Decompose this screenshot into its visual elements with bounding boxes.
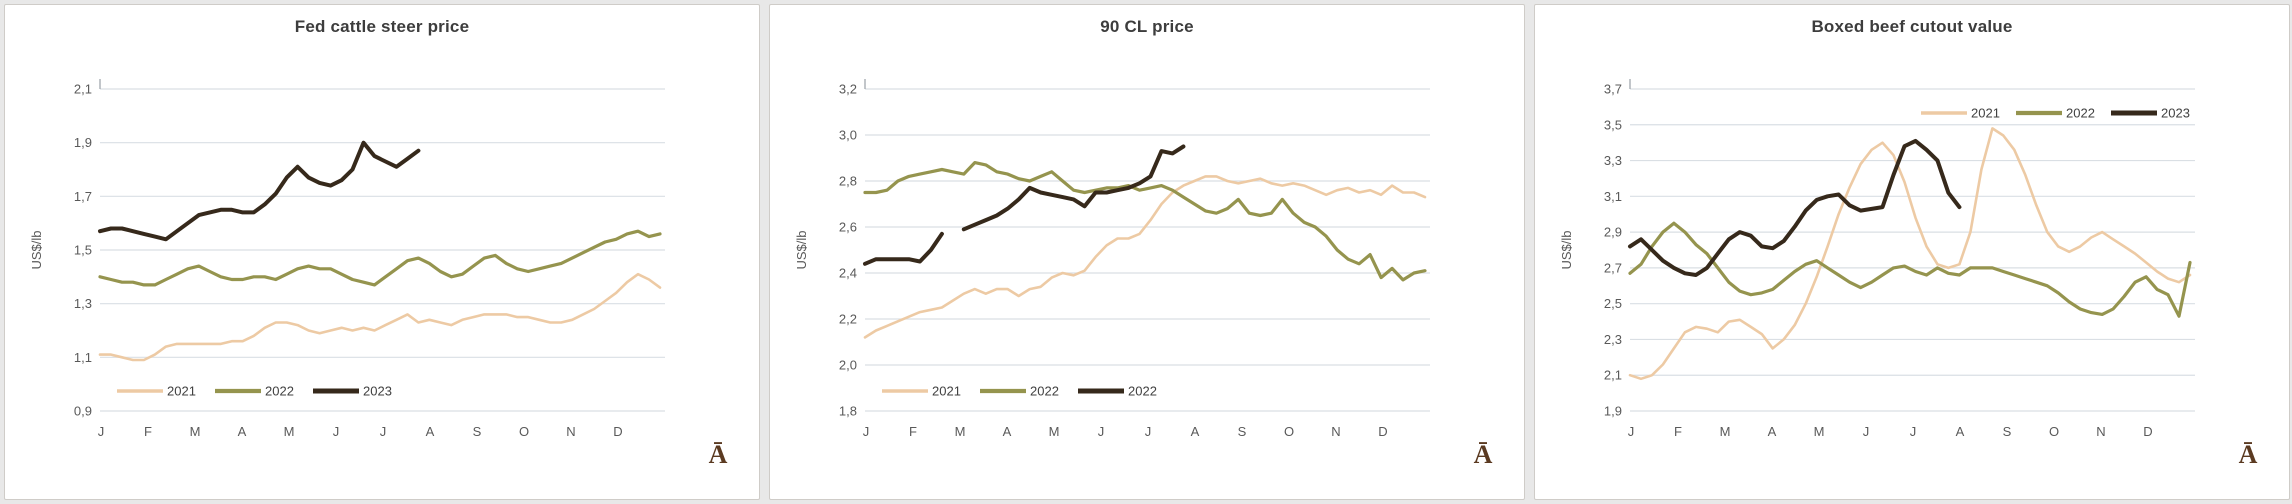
y-tick-label: 2,2 [839, 312, 857, 327]
chart-title: 90 CL price [1100, 17, 1194, 36]
x-month-label: J [1910, 424, 1917, 439]
x-month-label: J [98, 424, 105, 439]
x-month-label: M [955, 424, 966, 439]
x-month-label: J [1863, 424, 1870, 439]
y-tick-label: 2,5 [1604, 296, 1622, 311]
x-month-label: J [380, 424, 387, 439]
series-line-2021 [1628, 127, 2192, 381]
y-tick-label: 0,9 [74, 404, 92, 419]
y-tick-label: 3,3 [1604, 153, 1622, 168]
x-month-label: A [238, 424, 247, 439]
y-tick-label: 3,2 [839, 82, 857, 97]
chart-title: Fed cattle steer price [294, 17, 470, 36]
y-tick-label: 1,3 [74, 296, 92, 311]
series-line-2021 [863, 175, 1427, 339]
y-tick-label: 2,1 [1604, 368, 1622, 383]
y-tick-label: 2,3 [1604, 332, 1622, 347]
x-month-label: D [1378, 424, 1387, 439]
x-month-label: J [1145, 424, 1152, 439]
y-axis-title: US$/lb [29, 230, 44, 269]
x-month-label: J [863, 424, 870, 439]
chart-canvas: 3,7 3,5 3,3 3,1 2,9 2,7 2,5 2,3 2,1 1,9 US$/lb J F M A… [1559, 79, 2258, 469]
x-month-label: M [1814, 424, 1825, 439]
x-month-label: M [1049, 424, 1060, 439]
y-tick-label: 3,1 [1604, 189, 1622, 204]
x-month-label: S [473, 424, 482, 439]
series-line-2021 [98, 272, 662, 362]
y-tick-label: 1,1 [74, 350, 92, 365]
legend-label: 2022 [1030, 384, 1059, 399]
y-tick-label: 2,0 [839, 358, 857, 373]
x-month-label: J [333, 424, 340, 439]
legend-label: 2023 [2161, 106, 2190, 121]
y-tick-label: 2,1 [74, 82, 92, 97]
series-line-2022 [98, 229, 662, 287]
series-line-2022 [863, 161, 1427, 282]
legend-label: 2023 [363, 384, 392, 399]
series-line-2023 [98, 140, 421, 242]
y-tick-label: 1,9 [74, 135, 92, 150]
y-tick-label: 2,4 [839, 266, 857, 281]
legend-label: 2021 [1971, 106, 2000, 121]
legend-label: 2022 [1128, 384, 1157, 399]
y-tick-label: 2,9 [1604, 225, 1622, 240]
x-month-label: J [1628, 424, 1635, 439]
x-month-label: S [1238, 424, 1247, 439]
y-tick-label: 3,5 [1604, 117, 1622, 132]
x-month-label: A [1191, 424, 1200, 439]
legend-label: 2022 [2066, 106, 2095, 121]
chart-panel-90-cl-price: 3,2 3,0 2,8 2,6 2,4 2,2 2,0 1,8 US$/lb J F M A M J J A S O… [769, 4, 1525, 500]
y-axis-title: US$/lb [794, 230, 809, 269]
y-tick-label: 1,8 [839, 404, 857, 419]
x-month-label: M [284, 424, 295, 439]
legend-label: 2021 [932, 384, 961, 399]
series-line-2023 [961, 144, 1186, 232]
chart-title: Boxed beef cutout value [1811, 17, 2013, 36]
y-tick-label: 2,7 [1604, 260, 1622, 275]
y-tick-label: 2,8 [839, 174, 857, 189]
corner-glyph: Ā [2239, 440, 2258, 469]
x-month-label: O [2049, 424, 2059, 439]
x-month-label: M [1720, 424, 1731, 439]
x-month-label: F [1674, 424, 1682, 439]
x-month-label: O [519, 424, 529, 439]
x-month-label: A [1003, 424, 1012, 439]
y-axis-title: US$/lb [1559, 230, 1574, 269]
corner-glyph: Ā [709, 440, 728, 469]
series-line-2023 [1628, 138, 1962, 277]
y-tick-label: 3,0 [839, 128, 857, 143]
x-month-label: D [613, 424, 622, 439]
legend-label: 2021 [167, 384, 196, 399]
chart-canvas: 3,2 3,0 2,8 2,6 2,4 2,2 2,0 1,8 US$/lb J F M A M J J A S O… [794, 79, 1493, 469]
chart-panel-fed-cattle-steer-price: 2,1 1,9 1,7 1,5 1,3 1,1 0,9 US$/lb J F M A M J J A S O N D 2… [4, 4, 760, 500]
x-month-label: A [1956, 424, 1965, 439]
x-month-label: F [909, 424, 917, 439]
x-month-label: F [144, 424, 152, 439]
x-month-label: O [1284, 424, 1294, 439]
x-month-label: A [1768, 424, 1777, 439]
y-tick-label: 1,5 [74, 243, 92, 258]
series-line-2023 [863, 231, 944, 266]
y-tick-label: 2,6 [839, 220, 857, 235]
x-month-label: M [190, 424, 201, 439]
chart-canvas: 2,1 1,9 1,7 1,5 1,3 1,1 0,9 US$/lb J F M A M J J A S O N D 2… [29, 79, 728, 469]
y-tick-label: 1,9 [1604, 404, 1622, 419]
x-month-label: S [2003, 424, 2012, 439]
x-month-label: N [1331, 424, 1340, 439]
chart-panel-boxed-beef-cutout-value: 3,7 3,5 3,3 3,1 2,9 2,7 2,5 2,3 2,1 1,9 US$/lb J F M A… [1534, 4, 2290, 500]
x-month-label: J [1098, 424, 1105, 439]
x-month-label: N [2096, 424, 2105, 439]
y-tick-label: 1,7 [74, 189, 92, 204]
corner-glyph: Ā [1474, 440, 1493, 469]
y-tick-label: 3,7 [1604, 82, 1622, 97]
x-month-label: A [426, 424, 435, 439]
series-line-2022 [1628, 221, 2192, 318]
x-month-label: D [2143, 424, 2152, 439]
legend-label: 2022 [265, 384, 294, 399]
x-month-label: N [566, 424, 575, 439]
